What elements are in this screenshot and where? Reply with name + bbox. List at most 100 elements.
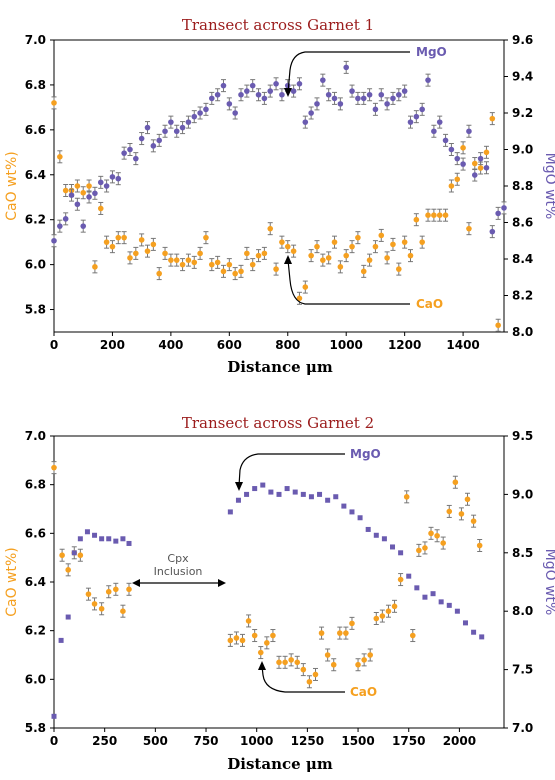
- x-tick-label: 2000: [443, 734, 476, 748]
- cao-point: [434, 532, 440, 539]
- mgo-point: [317, 491, 323, 497]
- mgo-point: [68, 192, 75, 198]
- mgo-point: [168, 119, 174, 125]
- mgo-point: [448, 146, 455, 153]
- mgo-point: [381, 536, 387, 542]
- y-axis-left-label-garnet-2: CaO wt%): [4, 547, 20, 617]
- cao-point: [384, 255, 390, 261]
- cao-point: [120, 608, 126, 614]
- mgo-point: [185, 119, 192, 125]
- mgo-point: [390, 544, 396, 550]
- cao-point: [302, 284, 309, 290]
- cao-point: [495, 322, 501, 329]
- cao-point: [343, 630, 349, 636]
- cao-point: [109, 243, 116, 250]
- mgo-point: [156, 137, 162, 144]
- cao-point: [279, 239, 285, 245]
- cao-point: [477, 165, 484, 171]
- cao-point: [282, 659, 288, 666]
- x-tick-label: 1500: [341, 734, 374, 748]
- mgo-point: [425, 77, 431, 83]
- mgo-point: [471, 629, 477, 635]
- cao-point: [464, 496, 471, 503]
- mgo-point: [396, 91, 402, 98]
- mgo-point: [92, 532, 98, 538]
- y-left-tick-label: 6.2: [25, 624, 46, 638]
- cao-point: [74, 183, 81, 189]
- x-tick-label: 500: [143, 734, 168, 748]
- y-right-tick-label: 9.0: [512, 143, 533, 157]
- mgo-point: [430, 591, 436, 597]
- mgo-point: [214, 91, 221, 98]
- mgo-point: [314, 101, 320, 107]
- cao-point: [407, 252, 414, 259]
- cao-point: [80, 189, 87, 196]
- x-tick-label: 1750: [392, 734, 425, 748]
- mgo-point: [252, 486, 258, 492]
- cao-point: [458, 511, 465, 517]
- annotation-label-cao-2: CaO: [350, 685, 377, 699]
- y-left-tick-label: 7.0: [25, 429, 46, 443]
- cao-point: [409, 632, 416, 639]
- cao-point: [121, 234, 127, 241]
- cao-point: [325, 255, 332, 261]
- cao-point: [77, 552, 84, 559]
- mgo-point: [268, 489, 274, 495]
- mgo-point: [479, 634, 485, 640]
- annotation-arrowhead-cao-1: [284, 255, 292, 264]
- cao-point: [51, 464, 57, 471]
- cao-point: [59, 552, 65, 559]
- cao-point: [261, 250, 268, 257]
- cao-point: [244, 250, 250, 257]
- y-left-tick-label: 7.0: [25, 33, 46, 47]
- cao-point: [320, 257, 326, 263]
- cao-point: [454, 176, 461, 183]
- cao-point: [232, 270, 238, 277]
- cao-point: [324, 652, 331, 658]
- mgo-point: [249, 82, 256, 89]
- mgo-point: [414, 585, 420, 591]
- mgo-point: [355, 95, 361, 102]
- mgo-point: [501, 205, 507, 211]
- annotation-cao-garnet-1: CaO: [284, 255, 443, 311]
- y-left-tick-label: 6.8: [25, 78, 46, 92]
- mgo-point: [419, 106, 425, 113]
- x-tick-label: 200: [100, 338, 125, 352]
- mgo-point: [273, 81, 279, 87]
- mgo-point: [244, 491, 250, 497]
- y-left-tick-label: 6.4: [25, 168, 46, 182]
- cao-point: [208, 261, 215, 268]
- mgo-point: [398, 550, 404, 556]
- mgo-point: [422, 594, 428, 600]
- y-right-tick-label: 9.2: [512, 106, 533, 120]
- mgo-point: [238, 91, 244, 98]
- cao-point: [233, 635, 240, 641]
- mgo-point: [62, 216, 69, 222]
- y-right-tick-label: 7.0: [512, 721, 533, 735]
- cao-point: [403, 494, 410, 500]
- mgo-point: [197, 110, 203, 116]
- mgo-point: [179, 124, 186, 131]
- annotation-arrow-cao-2: [261, 665, 345, 693]
- cao-point: [390, 241, 396, 248]
- y-right-tick-label: 8.0: [512, 325, 533, 339]
- mgo-point: [74, 201, 81, 208]
- mgo-point: [337, 101, 344, 107]
- mgo-point: [267, 88, 274, 94]
- mgo-point: [372, 106, 379, 113]
- cao-point: [367, 652, 374, 658]
- cao-point: [378, 232, 385, 239]
- cao-point: [343, 252, 350, 259]
- annotation-cao-garnet-2: CaO: [258, 661, 377, 699]
- mgo-point: [333, 494, 339, 500]
- y-axis-left-label-garnet-1: CaO wt%): [4, 151, 20, 221]
- mgo-point: [325, 497, 331, 503]
- mgo-point: [77, 536, 83, 542]
- mgo-point: [406, 573, 412, 579]
- mgo-point: [454, 608, 460, 614]
- annotation-label-mgo-2: MgO: [350, 447, 381, 461]
- cao-point: [91, 601, 98, 607]
- mgo-point: [235, 497, 241, 503]
- mgo-point: [162, 128, 168, 135]
